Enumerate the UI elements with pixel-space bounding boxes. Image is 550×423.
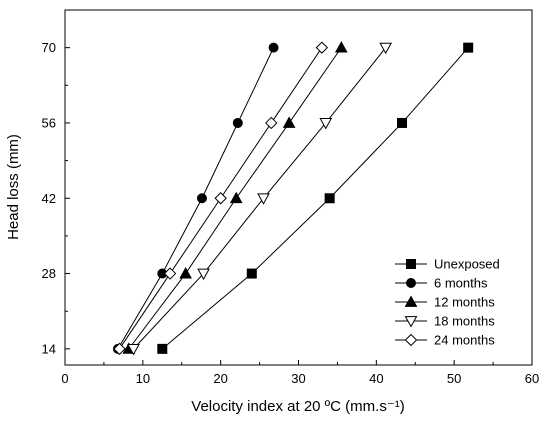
data-point bbox=[246, 268, 257, 279]
data-point bbox=[179, 267, 192, 279]
legend-label: 12 months bbox=[434, 295, 495, 310]
legend-entry: 12 months bbox=[395, 295, 495, 310]
legend-entry: Unexposed bbox=[395, 257, 500, 272]
x-axis-title: Velocity index at 20 ºC (mm.s⁻¹) bbox=[191, 398, 404, 415]
data-point bbox=[163, 267, 177, 280]
data-point bbox=[113, 342, 126, 356]
series-line bbox=[161, 47, 469, 350]
data-point bbox=[315, 41, 329, 54]
data-point bbox=[463, 42, 474, 53]
series-line bbox=[133, 47, 387, 350]
data-point bbox=[196, 193, 207, 204]
data-point bbox=[397, 117, 408, 128]
plot-frame bbox=[64, 9, 533, 366]
series-2 bbox=[122, 41, 348, 354]
data-point bbox=[257, 193, 270, 205]
data-point bbox=[214, 192, 227, 205]
data-point bbox=[127, 343, 140, 356]
legend: Unexposed 6 months 12 months 18 months 24 mo… bbox=[395, 257, 500, 348]
x-tick-label: 20 bbox=[213, 371, 227, 386]
data-point bbox=[268, 42, 279, 53]
legend-label: 6 months bbox=[434, 276, 488, 291]
x-tick-label: 40 bbox=[369, 371, 383, 386]
y-axis-title: Head loss (mm) bbox=[5, 134, 22, 240]
y-tick-label: 42 bbox=[42, 191, 56, 206]
data-point bbox=[379, 42, 393, 55]
x-tick-label: 60 bbox=[525, 371, 539, 386]
y-tick-label: 14 bbox=[42, 341, 56, 356]
legend-marker bbox=[406, 278, 416, 288]
legend-entry: 6 months bbox=[395, 276, 488, 291]
legend-marker bbox=[404, 316, 418, 328]
data-point bbox=[324, 193, 335, 204]
series-line bbox=[117, 47, 275, 350]
data-point bbox=[265, 116, 278, 130]
data-point bbox=[157, 343, 168, 354]
y-tick-label: 70 bbox=[42, 40, 56, 55]
legend-label: 18 months bbox=[434, 314, 495, 329]
x-tick-label: 0 bbox=[61, 371, 68, 386]
legend-label: 24 months bbox=[434, 333, 495, 348]
y-tick-label: 56 bbox=[42, 115, 56, 130]
ticks: 0 10 20 30 40 50 60 14 28 42 56 70 bbox=[42, 9, 539, 386]
series-4 bbox=[113, 41, 329, 356]
legend-entry: 24 months bbox=[395, 333, 495, 348]
legend-marker bbox=[406, 259, 416, 269]
x-tick-label: 10 bbox=[136, 371, 150, 386]
legend-marker bbox=[404, 333, 418, 347]
legend-marker bbox=[404, 295, 418, 307]
legend-label: Unexposed bbox=[434, 257, 500, 272]
series-layer bbox=[112, 41, 474, 356]
series-0 bbox=[157, 42, 474, 354]
data-point bbox=[282, 116, 296, 128]
series-1 bbox=[112, 42, 279, 354]
data-point bbox=[334, 41, 348, 53]
data-point bbox=[229, 191, 243, 204]
legend-entry: 18 months bbox=[395, 314, 495, 329]
data-point bbox=[232, 117, 243, 128]
y-tick-label: 28 bbox=[42, 266, 56, 281]
data-point bbox=[319, 118, 333, 130]
series-3 bbox=[127, 42, 393, 356]
data-point bbox=[197, 268, 210, 281]
x-tick-label: 50 bbox=[447, 371, 461, 386]
x-tick-label: 30 bbox=[291, 371, 305, 386]
